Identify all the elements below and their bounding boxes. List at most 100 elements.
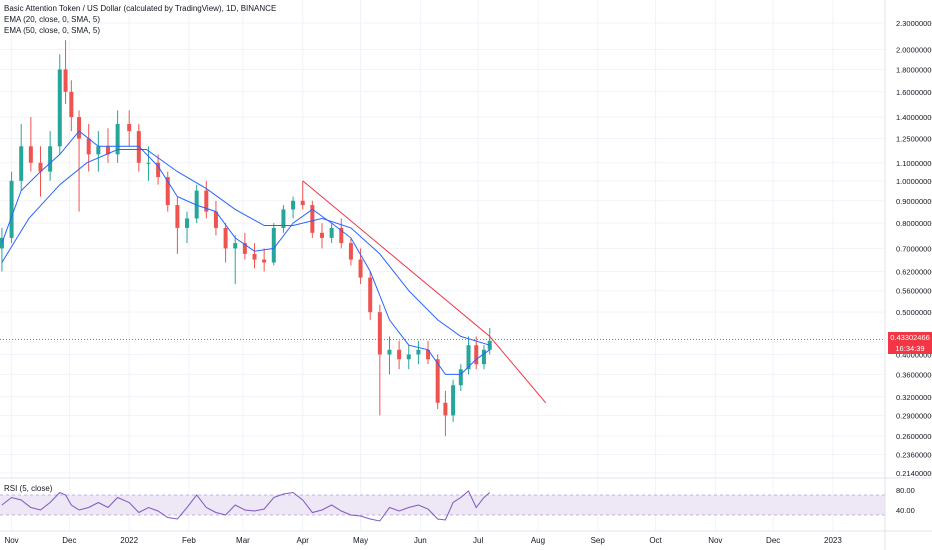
candle-body[interactable] [194, 190, 199, 219]
candle-body[interactable] [466, 345, 471, 370]
candle-body[interactable] [9, 180, 14, 238]
x-tick-label: Jul [473, 536, 483, 545]
last-price-tag: 0.43302466 16:34:39 [888, 332, 932, 355]
candle-body[interactable] [339, 227, 344, 244]
candle-body[interactable] [319, 232, 324, 238]
x-tick-label: Apr [296, 536, 309, 545]
chart-title: Basic Attention Token / US Dollar (calcu… [4, 4, 277, 13]
trendline [302, 180, 547, 404]
candle-body[interactable] [185, 218, 190, 228]
candle-body[interactable] [57, 69, 62, 147]
candle-body[interactable] [435, 359, 440, 403]
price-countdown: 16:34:39 [895, 344, 925, 354]
y-tick-label: 2.00000000 [896, 45, 932, 54]
x-tick-label: Dec [766, 536, 780, 545]
candle-body[interactable] [368, 277, 373, 313]
x-tick-label: Aug [531, 536, 545, 545]
candle-body[interactable] [0, 237, 4, 249]
y-tick-label: 0.26000000 [896, 432, 932, 441]
y-tick-label: 0.90000000 [896, 197, 932, 206]
y-tick-label: 1.00000000 [896, 177, 932, 186]
x-tick-label: Jun [414, 536, 427, 545]
x-tick-label: Feb [182, 536, 196, 545]
candle-body[interactable] [416, 349, 421, 355]
legend-ema20[interactable]: EMA (20, close, 0, SMA, 5) [4, 15, 101, 24]
y-tick-label: 0.36000000 [896, 370, 932, 379]
candle-body[interactable] [281, 209, 286, 228]
candle-body[interactable] [426, 349, 431, 360]
candle-body[interactable] [300, 200, 305, 206]
rsi-band [0, 494, 885, 516]
candle-body[interactable] [69, 91, 74, 118]
rsi-band-fill [0, 495, 885, 515]
candle-body[interactable] [233, 243, 238, 249]
candle-body[interactable] [204, 190, 209, 212]
y-tick-label: 0.62000000 [896, 267, 932, 276]
x-tick-label: May [353, 536, 368, 545]
candle-body[interactable] [358, 259, 363, 278]
grid-lines [0, 0, 885, 530]
y-tick-label: 1.80000000 [896, 65, 932, 74]
candle-body[interactable] [262, 259, 267, 263]
x-tick-label: 2023 [824, 536, 842, 545]
candle-body[interactable] [156, 162, 161, 178]
price-marks[interactable] [0, 40, 492, 437]
x-tick-label: Sep [591, 536, 606, 545]
y-tick-label: 0.70000000 [896, 244, 932, 253]
rsi-pane[interactable] [1, 490, 491, 522]
candle-body[interactable] [481, 349, 486, 365]
y-tick-label: 0.21400000 [896, 469, 932, 478]
candle-body[interactable] [63, 69, 68, 92]
y-tick-label: 1.10000000 [896, 159, 932, 168]
candle-body[interactable] [38, 162, 43, 172]
candle-body[interactable] [387, 349, 392, 355]
candle-body[interactable] [377, 312, 382, 355]
candle-body[interactable] [271, 227, 276, 263]
x-tick-label: Mar [236, 536, 250, 545]
candle-body[interactable] [474, 345, 479, 365]
legend-ema50[interactable]: EMA (50, close, 0, SMA, 5) [4, 26, 101, 35]
indicator-lines [0, 130, 885, 404]
candle-body[interactable] [28, 146, 33, 163]
rsi-tick-label: 80.00 [896, 486, 915, 495]
candle-body[interactable] [443, 402, 448, 416]
ema50-line [1, 149, 490, 346]
legend-rsi[interactable]: RSI (5, close) [4, 484, 53, 493]
candle-body[interactable] [19, 146, 24, 181]
candle-body[interactable] [242, 243, 247, 254]
candle-body[interactable] [397, 349, 402, 360]
candle-body[interactable] [48, 146, 53, 172]
candle-body[interactable] [213, 211, 218, 228]
x-tick-label: Nov [708, 536, 722, 545]
candle-body[interactable] [329, 227, 334, 238]
y-tick-label: 1.25000000 [896, 135, 932, 144]
x-tick-label: 2022 [120, 536, 138, 545]
candle-body[interactable] [175, 205, 180, 228]
candle-body[interactable] [348, 243, 353, 260]
candle-body[interactable] [86, 138, 91, 155]
ema20-line [1, 130, 490, 375]
candle-body[interactable] [291, 200, 296, 210]
candle-body[interactable] [77, 117, 82, 139]
candle-body[interactable] [458, 369, 463, 386]
candle-body[interactable] [223, 227, 228, 249]
candle-body[interactable] [252, 253, 257, 260]
candle-body[interactable] [96, 146, 101, 155]
y-tick-label: 0.40000000 [896, 350, 932, 359]
candle-body[interactable] [127, 123, 132, 132]
y-tick-label: 2.30000000 [896, 19, 932, 28]
candle-body[interactable] [451, 385, 456, 416]
candle-body[interactable] [105, 146, 110, 155]
candle-body[interactable] [146, 162, 151, 164]
x-tick-label: Oct [649, 536, 662, 545]
candle-body[interactable] [310, 205, 315, 233]
y-tick-label: 1.40000000 [896, 113, 932, 122]
candle-body[interactable] [165, 177, 170, 206]
candle-body[interactable] [406, 354, 411, 360]
candle-body[interactable] [115, 123, 120, 155]
candle-body[interactable] [487, 340, 492, 350]
y-tick-label: 0.80000000 [896, 219, 932, 228]
